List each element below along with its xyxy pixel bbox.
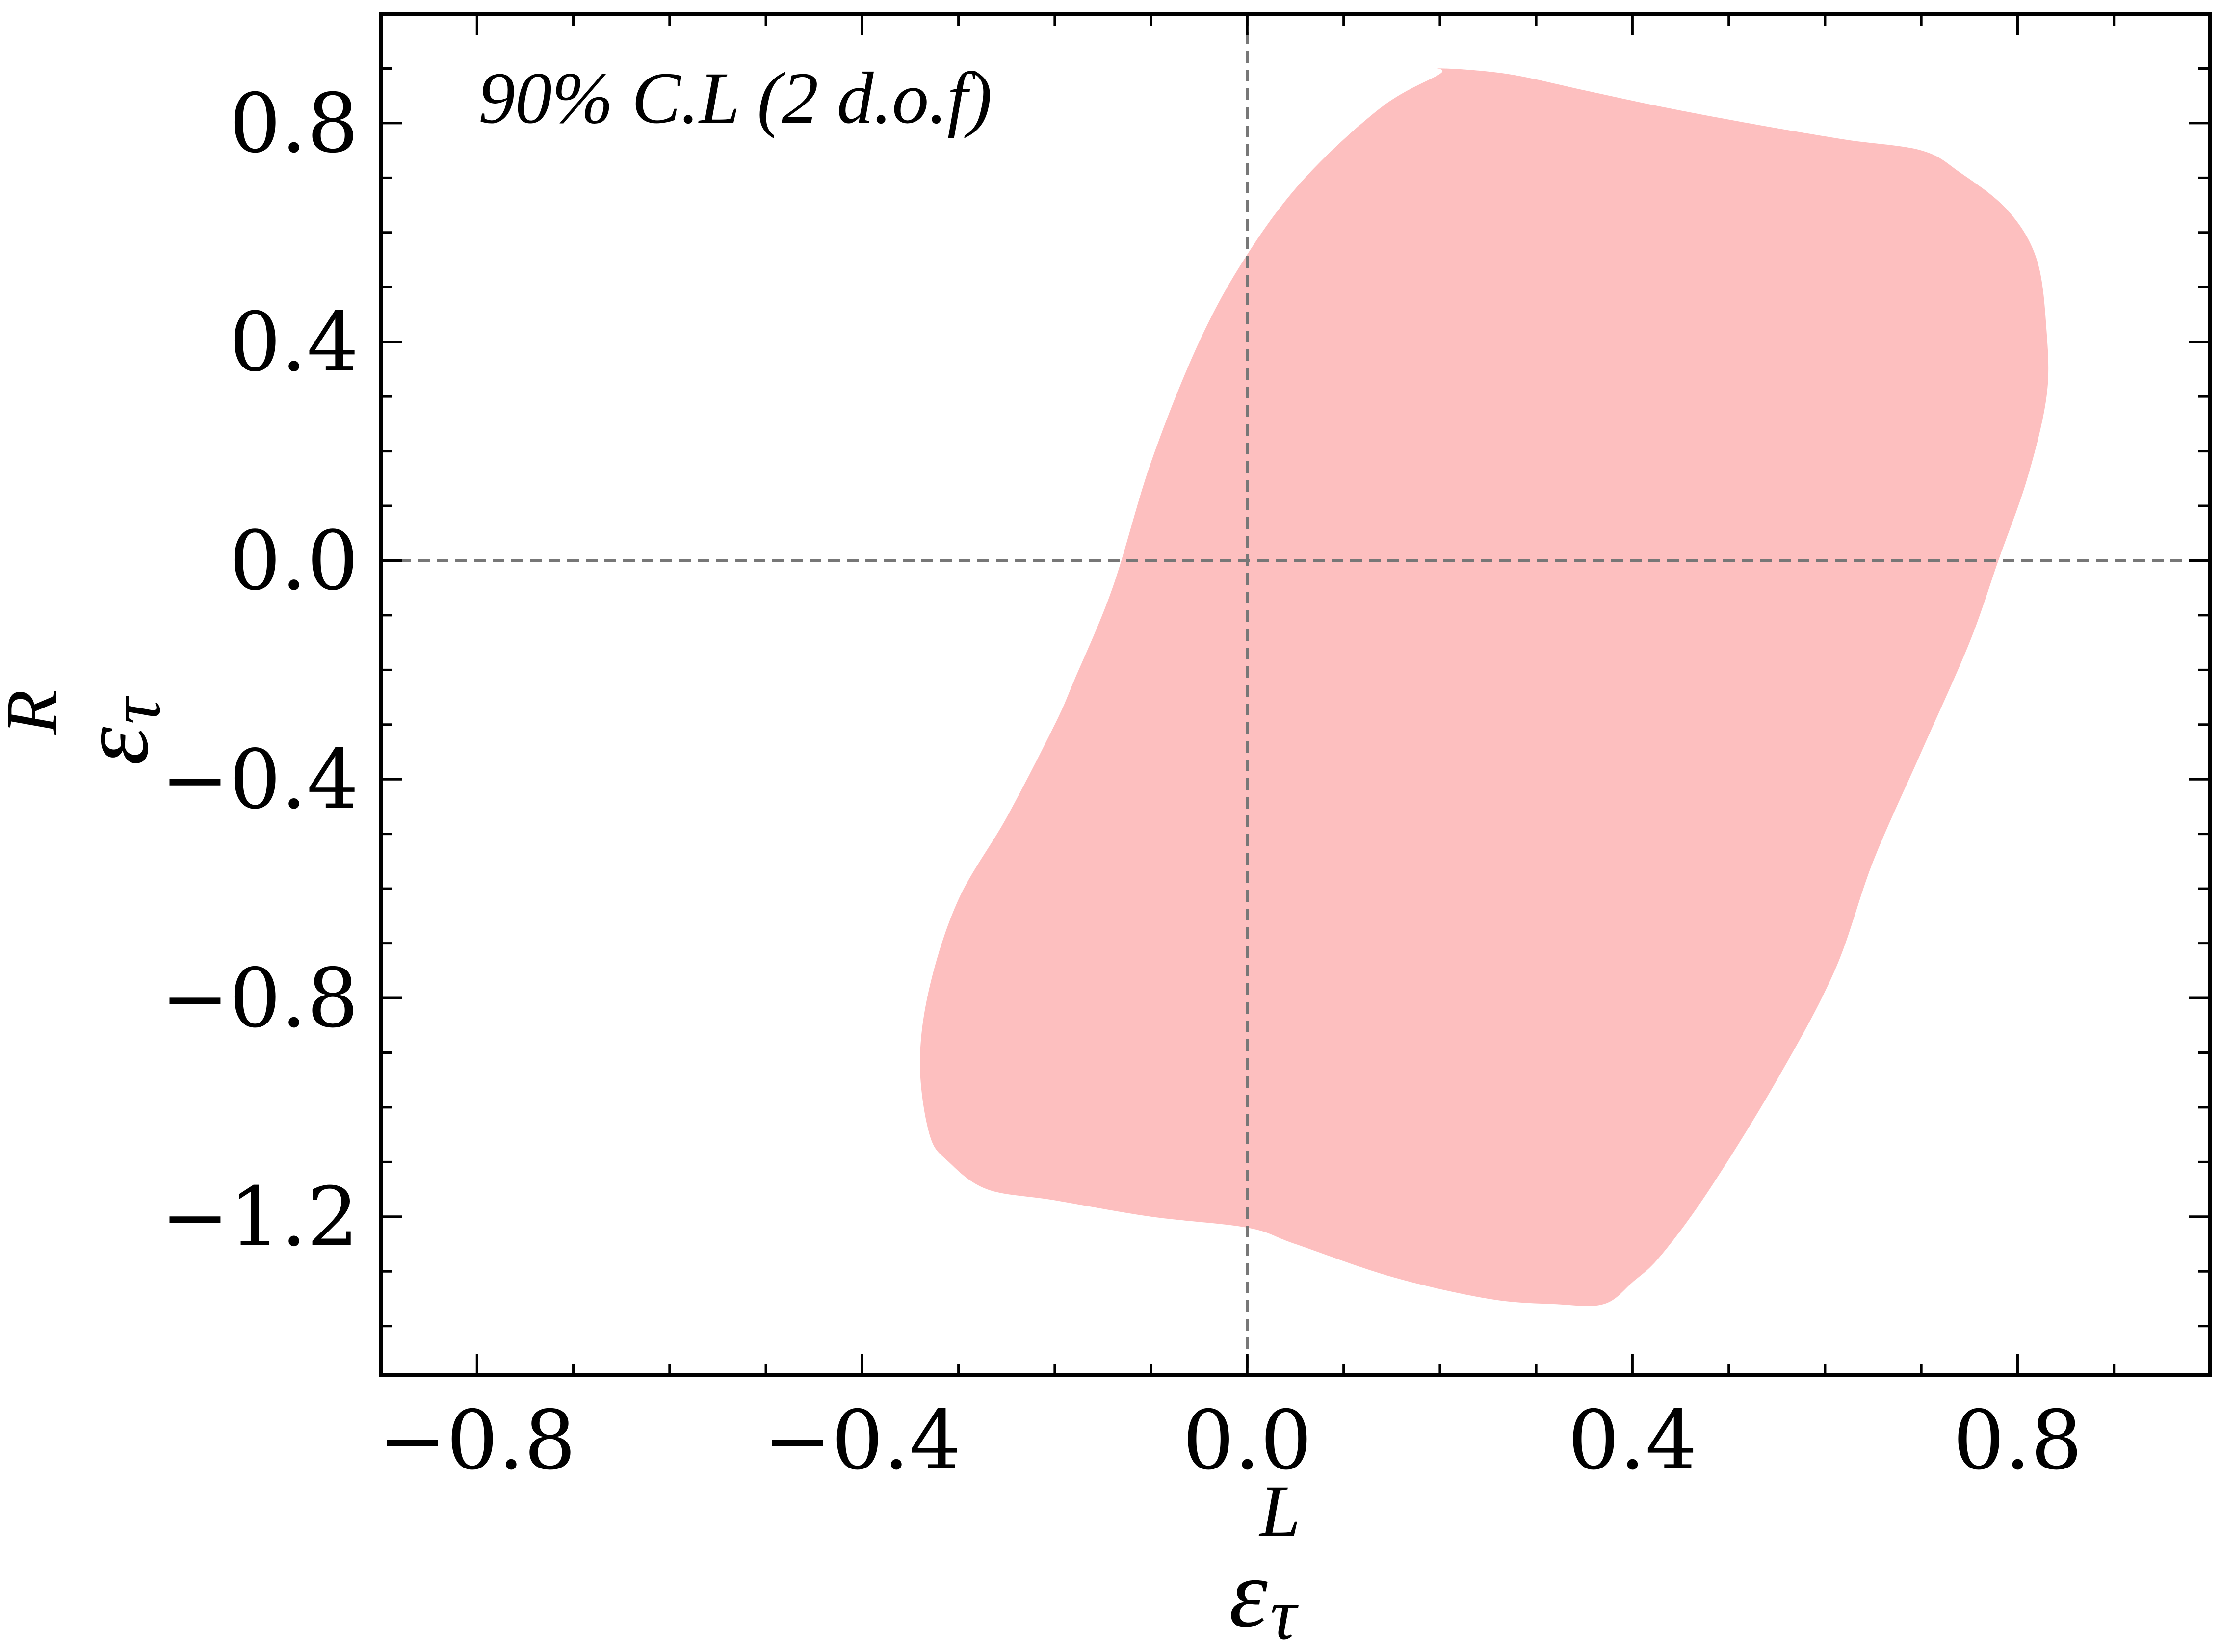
x-axis-label-base: ε bbox=[1229, 1540, 1268, 1648]
x-axis-label: ετL bbox=[1229, 1470, 1301, 1652]
y-tick-label: −0.4 bbox=[161, 733, 359, 827]
x-tick-label: −0.4 bbox=[763, 1393, 961, 1488]
y-tick-label: −1.2 bbox=[161, 1170, 359, 1265]
x-tick-label: 0.4 bbox=[1568, 1393, 1697, 1488]
x-axis-label-sup: L bbox=[1259, 1470, 1301, 1552]
x-tick-label: −0.8 bbox=[378, 1393, 576, 1488]
x-axis-label-sub: τ bbox=[1270, 1573, 1299, 1652]
x-tick-label: 0.0 bbox=[1182, 1393, 1312, 1488]
y-tick-label: −0.8 bbox=[161, 951, 359, 1046]
plot-frame bbox=[379, 12, 2212, 1377]
y-axis-label-sub: τ bbox=[94, 695, 176, 724]
confidence-region-0 bbox=[920, 68, 2049, 1306]
y-tick-label: 0.8 bbox=[229, 77, 359, 171]
x-tick-label: 0.8 bbox=[1953, 1393, 2082, 1488]
y-axis-label-sup: R bbox=[0, 690, 73, 735]
y-axis-label: ετR bbox=[0, 690, 176, 765]
annotation-text: 90% C.L (2 d.o.f) bbox=[478, 57, 992, 139]
tick-labels: −0.8 −0.4 0.0 0.4 0.8 0.8 0.4 0.0 −0.4 −0.8 −1.2 bbox=[161, 77, 2083, 1488]
confidence-region-layer bbox=[920, 68, 2049, 1306]
reference-lines bbox=[381, 14, 2210, 1375]
y-tick-label: 0.0 bbox=[229, 514, 359, 608]
y-tick-label: 0.4 bbox=[229, 295, 359, 390]
y-axis-label-base: ε bbox=[60, 727, 169, 765]
